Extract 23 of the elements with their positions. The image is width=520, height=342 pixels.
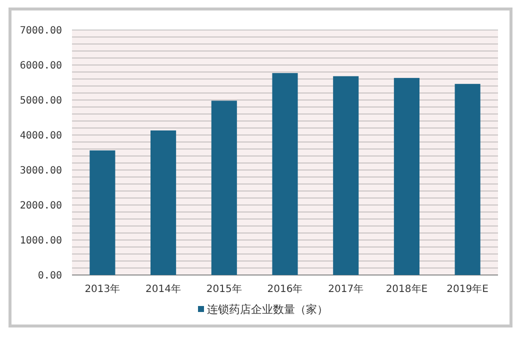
y-tick-label: 0.00 [38, 270, 62, 282]
y-tick-label: 3000.00 [20, 166, 62, 176]
bar [90, 150, 116, 275]
y-tick-label: 7000.00 [20, 26, 62, 36]
y-tick-label: 6000.00 [20, 60, 62, 72]
y-tick-label: 4000.00 [20, 130, 62, 142]
legend-label: 连锁药店企业数量（家） [207, 302, 328, 316]
bar [454, 84, 480, 275]
y-tick-label: 2000.00 [20, 200, 62, 212]
bar [333, 76, 359, 275]
x-tick-label: 2013年 [84, 283, 120, 295]
x-tick-label: 2018年E [386, 283, 428, 295]
bar [150, 130, 176, 275]
y-tick-label: 5000.00 [20, 96, 62, 106]
y-tick-label: 1000.00 [20, 236, 62, 246]
x-tick-label: 2014年 [146, 283, 182, 295]
x-tick-label: 2016年 [267, 283, 303, 295]
x-tick-label: 2015年 [206, 283, 242, 295]
x-tick-label: 2019年E [446, 283, 488, 295]
bar [211, 100, 237, 275]
bar [272, 73, 298, 275]
bar [394, 78, 420, 275]
x-tick-label: 2017年 [328, 283, 364, 295]
